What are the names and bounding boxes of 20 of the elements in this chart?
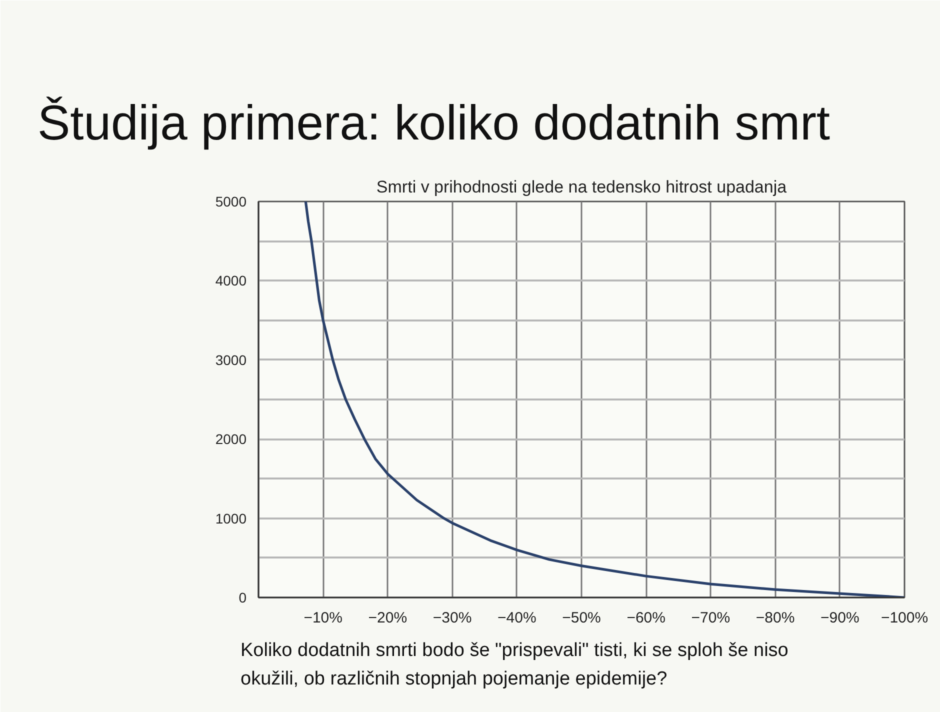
y-tick-label: 2000 [215,431,247,448]
x-tick-label: −20% [368,610,408,626]
x-tick-label: −80% [756,610,795,626]
x-tick-label: −50% [562,610,601,626]
y-tick-label: 3000 [215,352,247,368]
y-tick-label: 4000 [215,272,247,289]
x-tick-label: −60% [626,610,666,626]
x-tick-label: −90% [820,610,860,626]
x-tick-label: −10% [304,610,343,626]
x-tick-label: −40% [498,610,536,626]
chart-title: Študija primera: koliko dodatnih smrt [38,96,830,150]
y-tick-label: 0 [238,590,247,606]
line-series [304,202,904,598]
x-tick-label: −100% [880,610,928,626]
text: Koliko dodatnih smrti bodo še "prispevali" tisti, ki se sploh še niso okužili, ob različnih stopnjah pojemanje epidemije? [240,640,788,690]
y-tick-label: 5000 [215,194,247,210]
x-tick-label: −30% [432,610,472,626]
x-tick-label: −70% [691,610,730,626]
chart-subtitle: Smrti v prihodnosti glede na tedensko hitrost upadanja [376,178,788,196]
y-tick-label: 1000 [215,510,247,526]
